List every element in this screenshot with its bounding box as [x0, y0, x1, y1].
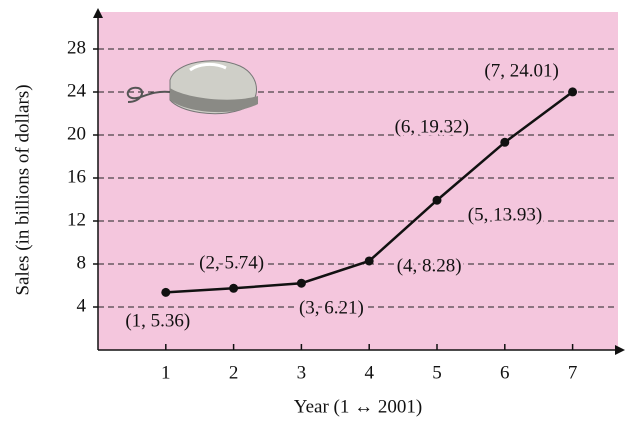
data-point [161, 287, 171, 297]
value-label: (1, 5.36) [125, 311, 190, 332]
x-tick-label: 1 [161, 362, 171, 383]
y-tick-label: 8 [77, 252, 87, 273]
data-point [364, 256, 374, 266]
x-tick-label: 2 [229, 362, 239, 383]
value-label: (2, 5.74) [199, 253, 264, 274]
value-label: (7, 24.01) [484, 60, 558, 81]
data-point [500, 137, 510, 147]
y-tick-label: 4 [77, 295, 87, 316]
data-point [568, 87, 578, 97]
grid [98, 48, 615, 308]
x-tick-label: 4 [364, 362, 374, 383]
x-axis-label: Year (1 ↔ 2001) [294, 396, 422, 417]
data-point [296, 278, 306, 288]
x-tick-label: 3 [297, 362, 307, 383]
value-label: (4, 8.28) [397, 255, 462, 276]
data-point [229, 283, 239, 293]
y-tick-label: 28 [67, 37, 86, 58]
mouse-illustration [126, 60, 258, 115]
x-tick-label: 6 [500, 362, 510, 383]
x-tick-label: 7 [568, 362, 578, 383]
x-tick-label: 5 [432, 362, 442, 383]
data-point [432, 195, 442, 205]
value-label: (6, 19.32) [395, 117, 469, 138]
y-axis-label: Sales (in billions of dollars) [12, 84, 33, 295]
y-tick-label: 12 [67, 209, 86, 230]
value-label: (3, 6.21) [299, 298, 364, 319]
value-label: (5, 13.93) [468, 205, 542, 226]
y-tick-label: 24 [67, 80, 87, 101]
axes [93, 8, 625, 355]
y-tick-label: 16 [67, 166, 86, 187]
y-tick-label: 20 [67, 123, 86, 144]
